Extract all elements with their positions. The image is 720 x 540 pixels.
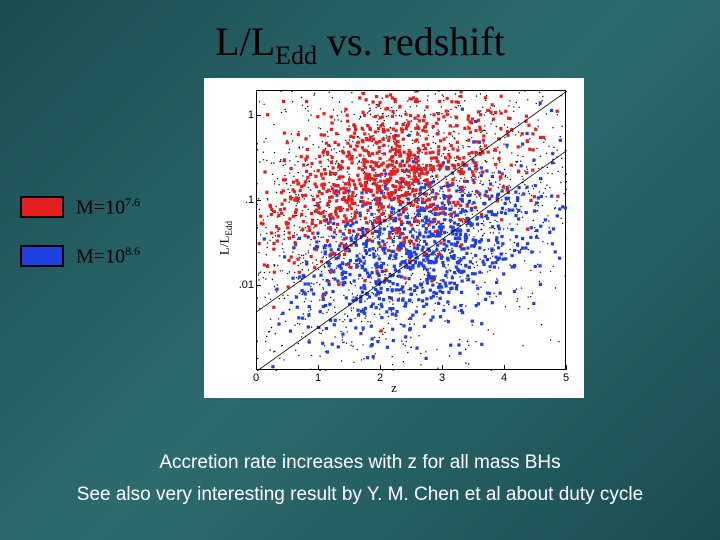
caption-line-1: Accretion rate increases with z for all … (0, 452, 720, 474)
legend-swatch-red (20, 196, 64, 218)
plot-svg (257, 91, 567, 371)
x-tick-label: 4 (501, 372, 507, 384)
x-tick-label: 0 (253, 372, 259, 384)
legend-label: M=108.6 (76, 244, 140, 269)
legend-swatch-blue (20, 245, 64, 267)
x-axis-label: z (204, 380, 584, 396)
y-tick-label: .1 (245, 194, 254, 206)
y-tick-label: 1 (248, 109, 254, 121)
x-tick-label: 5 (563, 372, 569, 384)
y-axis-label: L/LEdd (216, 221, 234, 255)
plot-area (256, 90, 566, 370)
slide: L/LEdd vs. redshift M=107.6 M=108.6 L/LE… (0, 0, 720, 540)
chart: L/LEdd z 1 .1 .01 0 1 2 3 4 5 (204, 78, 584, 398)
title-text-b: vs. redshift (317, 19, 505, 64)
x-tick-label: 1 (315, 372, 321, 384)
legend-item: M=108.6 (20, 244, 140, 269)
title-text-a: L/L (215, 19, 275, 64)
legend-item: M=107.6 (20, 195, 140, 220)
x-tick-label: 2 (377, 372, 383, 384)
legend: M=107.6 M=108.6 (20, 195, 140, 268)
y-tick-label: .01 (239, 279, 254, 291)
caption-line-2: See also very interesting result by Y. M… (0, 484, 720, 506)
title-subscript: Edd (275, 41, 317, 70)
x-tick-label: 3 (439, 372, 445, 384)
legend-label: M=107.6 (76, 195, 140, 220)
slide-title: L/LEdd vs. redshift (0, 18, 720, 71)
